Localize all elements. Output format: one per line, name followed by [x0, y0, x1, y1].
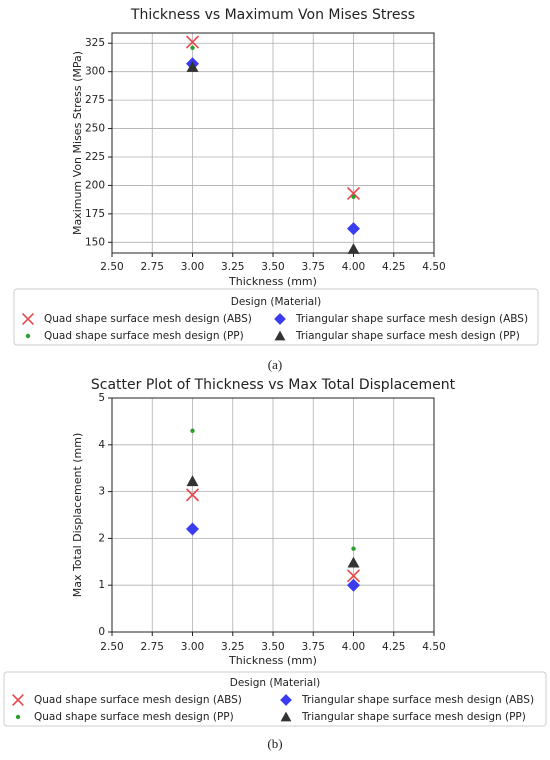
x-tick-label: 3.75 — [302, 641, 325, 653]
marker — [346, 186, 361, 200]
legend-marker — [22, 313, 34, 325]
y-tick-label: 275 — [85, 94, 105, 106]
x-tick-label: 3.25 — [221, 641, 244, 653]
plot-frame — [111, 397, 435, 633]
x-tick-label: 4.50 — [422, 261, 445, 273]
marker — [190, 428, 195, 433]
legend-marker — [274, 330, 286, 341]
legend-label: Quad shape surface mesh design (PP) — [44, 330, 244, 342]
y-axis-label: Maximum Von Mises Stress (MPa) — [71, 51, 84, 235]
x-tick-label: 4.25 — [382, 261, 405, 273]
x-tick-label: 2.75 — [141, 261, 164, 273]
legend-label: Triangular shape surface mesh design (PP… — [301, 711, 526, 723]
y-tick-label: 175 — [85, 208, 105, 220]
marker — [185, 488, 200, 502]
chart-title: Scatter Plot of Thickness vs Max Total D… — [91, 377, 456, 393]
x-tick-label: 3.50 — [261, 261, 284, 273]
y-tick-label: 250 — [85, 123, 105, 135]
legend-marker — [280, 694, 292, 706]
legend-marker — [274, 313, 286, 325]
y-tick-label: 200 — [85, 179, 105, 191]
legend-label: Triangular shape surface mesh design (AB… — [301, 694, 534, 706]
x-tick-label: 3.50 — [261, 641, 284, 653]
marker — [185, 35, 200, 49]
x-tick-label: 2.50 — [100, 641, 123, 653]
marker — [351, 546, 356, 551]
x-axis-label: Thickness (mm) — [228, 275, 317, 288]
y-tick-label: 3 — [98, 486, 105, 498]
legend-marker — [15, 714, 21, 720]
y-tick-label: 150 — [85, 236, 105, 248]
legend-box — [13, 288, 539, 346]
x-tick-label: 4.50 — [422, 641, 445, 653]
x-tick-label: 3.00 — [181, 261, 204, 273]
y-tick-label: 0 — [98, 626, 105, 638]
y-tick-label: 300 — [85, 66, 105, 78]
legend-marker — [12, 694, 24, 706]
x-tick-label: 4.00 — [342, 641, 365, 653]
legend-label: Triangular shape surface mesh design (AB… — [295, 313, 528, 325]
plot-frame — [111, 32, 435, 254]
caption: (b) — [267, 736, 282, 751]
legend-marker — [280, 711, 292, 722]
y-tick-label: 4 — [98, 439, 105, 451]
y-axis-label: Max Total Displacement (mm) — [71, 433, 84, 598]
caption: (a) — [268, 357, 282, 372]
x-tick-label: 4.25 — [382, 641, 405, 653]
chart-title: Thickness vs Maximum Von Mises Stress — [130, 7, 415, 23]
legend-marker — [25, 333, 31, 339]
legend-box — [3, 671, 547, 727]
marker — [347, 222, 360, 236]
legend-label: Triangular shape surface mesh design (PP… — [295, 330, 520, 342]
marker — [347, 243, 360, 254]
legend-label: Quad shape surface mesh design (ABS) — [44, 313, 252, 325]
marker — [190, 45, 195, 50]
legend-title: Design (Material) — [231, 296, 321, 308]
x-tick-label: 3.00 — [181, 641, 204, 653]
legend-label: Quad shape surface mesh design (ABS) — [34, 694, 242, 706]
marker — [186, 522, 199, 536]
marker — [347, 578, 360, 592]
x-tick-label: 3.25 — [221, 261, 244, 273]
x-tick-label: 4.00 — [342, 261, 365, 273]
legend-label: Quad shape surface mesh design (PP) — [34, 711, 234, 723]
x-tick-label: 3.75 — [302, 261, 325, 273]
marker — [186, 475, 199, 487]
x-tick-label: 2.50 — [100, 261, 123, 273]
y-tick-label: 225 — [85, 151, 105, 163]
y-tick-label: 1 — [98, 579, 105, 591]
marker — [347, 556, 360, 568]
x-axis-label: Thickness (mm) — [228, 654, 317, 667]
marker — [346, 569, 361, 583]
y-tick-label: 2 — [98, 532, 105, 544]
marker — [186, 61, 199, 72]
marker — [351, 194, 356, 200]
x-tick-label: 2.75 — [141, 641, 164, 653]
y-tick-label: 5 — [98, 392, 105, 404]
legend-title: Design (Material) — [230, 677, 320, 689]
y-tick-label: 325 — [85, 37, 105, 49]
